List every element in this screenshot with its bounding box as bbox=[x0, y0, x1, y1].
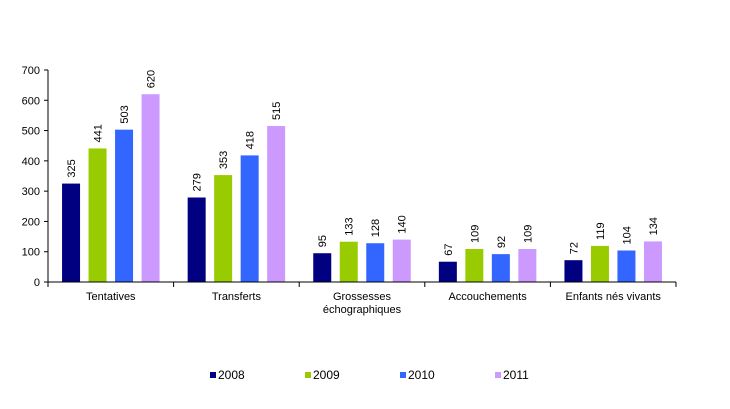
data-label: 325 bbox=[66, 159, 78, 177]
data-label: 72 bbox=[568, 242, 580, 254]
bar-2008 bbox=[187, 197, 206, 282]
bar-2011 bbox=[392, 239, 411, 282]
data-label: 503 bbox=[119, 105, 131, 123]
data-label: 92 bbox=[496, 236, 508, 248]
bar-2010 bbox=[366, 243, 385, 282]
legend-swatch-2009 bbox=[305, 372, 311, 378]
data-label: 128 bbox=[370, 219, 382, 237]
bar-2008 bbox=[62, 183, 81, 282]
bar-2010 bbox=[240, 155, 259, 282]
x-category-label-line: Tentatives bbox=[86, 291, 136, 303]
y-tick-label: 0 bbox=[34, 277, 40, 289]
y-tick-label: 600 bbox=[22, 95, 40, 107]
x-category-label: Enfants nés vivants bbox=[566, 291, 662, 303]
data-label: 109 bbox=[522, 225, 534, 243]
x-axis: Tentatives Transferts Grossesses échographi… bbox=[47, 281, 677, 316]
bar-2011 bbox=[141, 94, 160, 282]
bar-2011 bbox=[518, 248, 537, 282]
y-tick-label: 300 bbox=[22, 186, 40, 198]
bar-2009 bbox=[88, 148, 107, 282]
bar-2011 bbox=[267, 126, 286, 283]
x-category-label: Grossesses échographiques bbox=[323, 291, 402, 316]
bar-2008 bbox=[313, 253, 332, 282]
data-label: 620 bbox=[146, 70, 158, 88]
legend-label: 2008 bbox=[218, 368, 245, 382]
data-label: 140 bbox=[397, 215, 409, 233]
data-label: 353 bbox=[218, 151, 230, 169]
x-category-label-line: échographiques bbox=[323, 304, 402, 316]
bars bbox=[62, 94, 662, 283]
y-axis: 0 100 200 300 400 500 600 700 bbox=[22, 65, 49, 289]
legend-label: 2011 bbox=[503, 368, 529, 382]
data-label: 515 bbox=[271, 102, 283, 120]
data-label: 95 bbox=[317, 235, 329, 247]
x-category-label-line: Accouchements bbox=[448, 291, 527, 303]
legend: 2008 2009 2010 2011 bbox=[210, 368, 529, 382]
bar-2009 bbox=[465, 248, 484, 282]
data-labels: 325 441 503 620 279 353 418 515 95 133 128 140 67 109… bbox=[66, 70, 660, 256]
x-category-label-line: Transferts bbox=[212, 291, 262, 303]
legend-label: 2010 bbox=[408, 368, 435, 382]
data-label: 134 bbox=[648, 217, 660, 235]
y-tick-label: 200 bbox=[22, 216, 40, 228]
bar-2008 bbox=[438, 261, 457, 282]
bar-2009 bbox=[214, 175, 233, 282]
legend-label: 2009 bbox=[313, 368, 340, 382]
x-category-label-line: Enfants nés vivants bbox=[566, 291, 662, 303]
x-category-label: Transferts bbox=[212, 291, 262, 303]
bar-2008 bbox=[564, 260, 583, 282]
data-label: 418 bbox=[245, 131, 257, 149]
x-category-label: Accouchements bbox=[448, 291, 527, 303]
data-label: 441 bbox=[93, 124, 105, 142]
data-label: 109 bbox=[469, 225, 481, 243]
bar-2009 bbox=[590, 245, 609, 282]
data-label: 119 bbox=[595, 222, 607, 240]
legend-swatch-2011 bbox=[495, 372, 501, 378]
y-tick-label: 700 bbox=[22, 65, 40, 77]
bar-2010 bbox=[491, 254, 510, 282]
y-tick-label: 400 bbox=[22, 156, 40, 168]
data-label: 133 bbox=[344, 217, 356, 235]
y-tick-label: 500 bbox=[22, 126, 40, 138]
x-category-label: Tentatives bbox=[86, 291, 136, 303]
legend-swatch-2010 bbox=[400, 372, 406, 378]
bar-2010 bbox=[115, 129, 134, 282]
x-category-label-line: Grossesses bbox=[333, 291, 392, 303]
y-tick-label: 100 bbox=[22, 247, 40, 259]
data-label: 104 bbox=[621, 226, 633, 244]
data-label: 279 bbox=[192, 173, 204, 191]
legend-swatch-2008 bbox=[210, 372, 216, 378]
bar-2009 bbox=[339, 241, 358, 282]
data-label: 67 bbox=[443, 243, 455, 255]
bar-2011 bbox=[643, 241, 662, 282]
bar-2010 bbox=[617, 250, 636, 282]
